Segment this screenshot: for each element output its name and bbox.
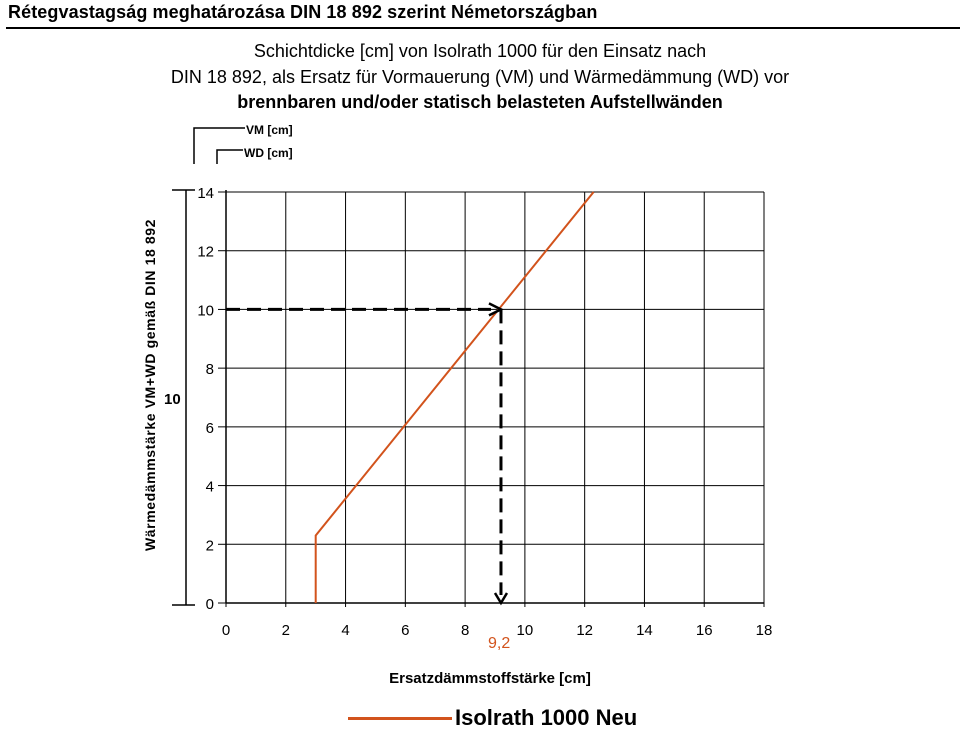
- chart-grid: [226, 191, 765, 603]
- x-tick-label: 2: [282, 622, 290, 639]
- x-tick-label: 4: [341, 622, 349, 639]
- y-tick-label: 0: [206, 596, 214, 613]
- x-tick-label: 0: [222, 622, 230, 639]
- y-tick-label: 4: [206, 479, 214, 496]
- x-tick-label: 14: [636, 622, 653, 639]
- title-divider: [6, 27, 960, 29]
- legend-line-isolrath: [348, 717, 452, 720]
- chart-subtitle-line-3: brennbaren und/oder statisch belasteten …: [237, 92, 723, 112]
- x-tick-label: 18: [756, 622, 773, 639]
- chart-ticks: 0 2 4 6 8 10 12 14 16 18 0 2 4 6 8 10 12 14: [197, 185, 772, 639]
- vm-bracket: [193, 127, 245, 164]
- legend-label-isolrath: Isolrath 1000 Neu: [455, 705, 638, 730]
- y-tick-label: 2: [206, 537, 214, 554]
- vm-wd-total-bracket: [172, 189, 195, 606]
- y-tick-label: 6: [206, 420, 214, 437]
- chart-series: [314, 191, 595, 603]
- x-tick-label: 10: [517, 622, 534, 639]
- chart-axes: [225, 190, 764, 604]
- y-axis-label: Wärmedämmstärke VM+WD gemäß DIN 18 892: [142, 219, 158, 551]
- y-tick-label: 10: [197, 302, 214, 319]
- annotation-arrowhead-down: [493, 592, 509, 606]
- x-tick-label: 6: [401, 622, 409, 639]
- vm-wd-bracket-value: 10: [164, 391, 181, 408]
- x-axis-label: Ersatzdämmstoffstärke [cm]: [389, 670, 591, 687]
- series-line-isolrath: [314, 191, 595, 603]
- vm-label: VM [cm]: [246, 123, 293, 137]
- wd-bracket: [216, 149, 243, 164]
- wd-label: WD [cm]: [244, 146, 293, 160]
- chart-subtitle-line-1: Schichtdicke [cm] von Isolrath 1000 für …: [253, 41, 707, 61]
- y-tick-label: 14: [197, 185, 214, 202]
- x-tick-label: 16: [696, 622, 713, 639]
- chart-subtitle-line-2: DIN 18 892, als Ersatz für Vormauerung (…: [170, 67, 790, 87]
- page-title: Rétegvastagság meghatározása DIN 18 892 …: [8, 2, 598, 22]
- vm-wd-brackets: [172, 127, 245, 606]
- y-tick-label: 8: [206, 361, 214, 378]
- x-tick-label: 12: [576, 622, 593, 639]
- y-tick-label: 12: [197, 244, 214, 261]
- annotation-x-value: 9,2: [488, 635, 510, 652]
- chart-annotation: [226, 302, 509, 606]
- x-tick-label: 8: [461, 622, 469, 639]
